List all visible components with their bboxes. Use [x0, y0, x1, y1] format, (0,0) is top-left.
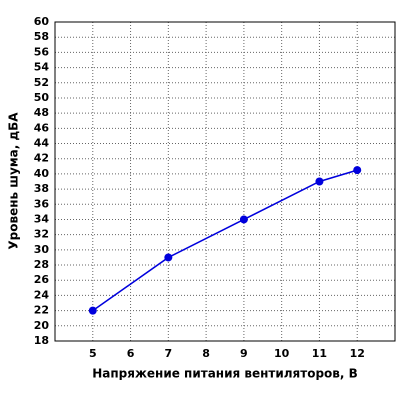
y-tick-label: 56 [34, 45, 50, 58]
series-line [92, 169, 358, 312]
y-tick-label: 42 [34, 152, 49, 165]
data-point [353, 166, 362, 175]
y-tick-label: 38 [34, 182, 49, 195]
y-tick-label: 32 [34, 228, 49, 241]
x-tick-label: 5 [89, 347, 97, 360]
y-tick-label: 28 [34, 258, 49, 271]
data-point [88, 306, 97, 315]
x-tick-label: 9 [240, 347, 248, 360]
x-axis-label: Напряжение питания вентиляторов, В [92, 367, 358, 381]
y-tick-label: 24 [34, 288, 50, 301]
x-tick-label: 10 [274, 347, 290, 360]
y-tick-label: 44 [34, 137, 50, 150]
x-tick-label: 12 [350, 347, 365, 360]
y-tick-label: 22 [34, 304, 49, 317]
y-tick-label: 36 [34, 197, 50, 210]
y-tick-label: 26 [34, 273, 50, 286]
x-tick-label: 7 [165, 347, 173, 360]
data-point [315, 177, 324, 186]
y-axis-label: Уровень шума, дБА [7, 112, 21, 250]
y-tick-label: 46 [34, 121, 50, 134]
y-tick-label: 40 [34, 167, 50, 180]
y-tick-label: 48 [34, 106, 49, 119]
y-tick-label: 52 [34, 76, 49, 89]
y-tick-label: 34 [34, 212, 50, 225]
x-tick-label: 6 [127, 347, 135, 360]
x-tick-label: 8 [202, 347, 210, 360]
y-tick-label: 20 [34, 319, 50, 332]
data-point [239, 215, 248, 224]
y-tick-label: 54 [34, 61, 50, 74]
y-tick-label: 58 [34, 30, 49, 43]
x-tick-label: 11 [312, 347, 327, 360]
y-tick-label: 18 [34, 334, 49, 347]
y-tick-label: 30 [34, 243, 50, 256]
plot-frame [54, 21, 396, 342]
y-tick-label: 50 [34, 91, 50, 104]
y-tick-label: 60 [34, 15, 50, 28]
data-point [164, 253, 173, 262]
